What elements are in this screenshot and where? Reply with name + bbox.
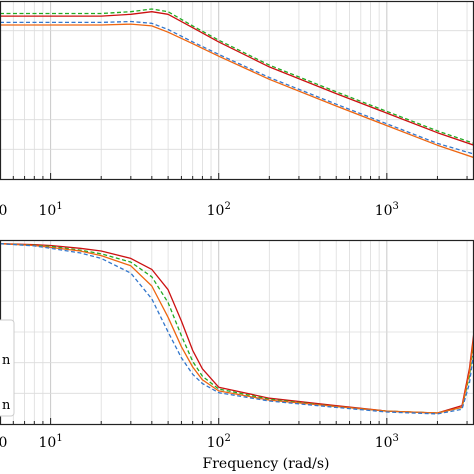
series-line-1 [0, 11, 474, 146]
series-line-3 [0, 243, 474, 415]
tick-label-exponent: 1 [56, 201, 62, 212]
tick-label-base: 10 [207, 203, 225, 219]
x-tick-label: 103 [375, 201, 399, 219]
x-tick-label: 102 [207, 433, 231, 451]
x-tick-label: 102 [207, 201, 231, 219]
axes-frame [0, 239, 474, 426]
series-line-2 [0, 243, 474, 414]
legend-entry-label: n [2, 353, 11, 368]
series-line-1 [0, 243, 474, 414]
series-line-0 [0, 8, 474, 145]
tick-label-base: 10 [375, 435, 393, 451]
tick-label-base: 10 [207, 435, 225, 451]
legend: nn [0, 319, 15, 417]
tick-label-exponent: 1 [56, 433, 62, 444]
tick-label-base: 10 [375, 203, 393, 219]
axes-frame [0, 0, 474, 181]
series-line-3 [0, 23, 474, 159]
x-axis-label: Frequency (rad/s) [203, 456, 330, 472]
x-tick-label: 101 [39, 433, 63, 451]
tick-label-base: 10 [39, 203, 57, 219]
tick-label-exponent: 2 [224, 433, 230, 444]
x-tick-label: 101 [39, 201, 63, 219]
x-tick-label: 103 [375, 433, 399, 451]
series-line-0 [0, 243, 474, 414]
legend-entry-label: n [2, 398, 11, 413]
legend-box [0, 319, 15, 417]
tick-label-exponent: 2 [224, 201, 230, 212]
tick-label-exponent: 3 [393, 433, 399, 444]
x-tick-label-partial: 0 [0, 203, 7, 219]
tick-label-exponent: 3 [393, 201, 399, 212]
series-line-2 [0, 20, 474, 155]
x-tick-label-partial: 0 [0, 435, 7, 451]
tick-label-base: 10 [39, 435, 57, 451]
